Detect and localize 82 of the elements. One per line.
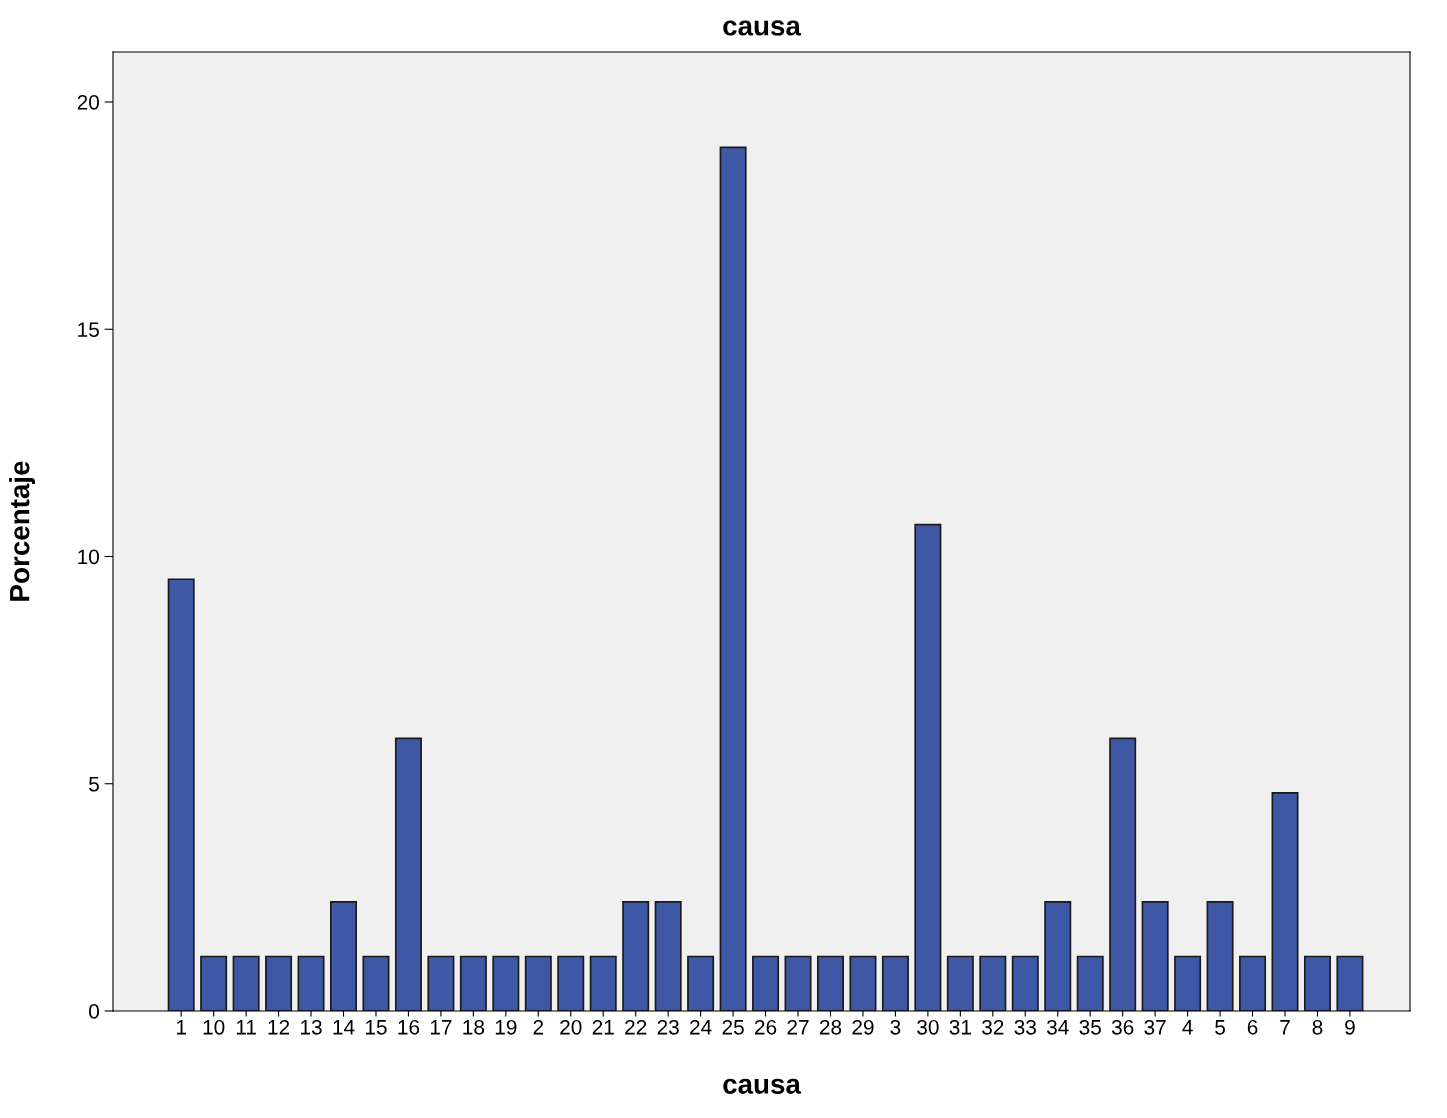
x-tick-label: 32 xyxy=(982,1019,1004,1035)
x-tick-label: 31 xyxy=(949,1019,971,1035)
x-tick-label: 2 xyxy=(533,1019,544,1035)
x-tick-label: 5 xyxy=(1215,1020,1225,1035)
bar xyxy=(492,955,520,1011)
x-tick-label: 3 xyxy=(890,1019,901,1035)
x-tick-label: 10 xyxy=(203,1019,225,1035)
bar xyxy=(330,901,358,1011)
x-tick-label: 35 xyxy=(1079,1019,1101,1035)
bar xyxy=(200,955,228,1011)
chart-title: causa xyxy=(723,20,802,36)
x-tick-label: 14 xyxy=(333,1020,355,1035)
bar xyxy=(622,901,650,1011)
x-axis-title: causa xyxy=(723,1078,802,1094)
bar xyxy=(297,955,325,1011)
bar xyxy=(524,955,552,1011)
x-tick-label: 21 xyxy=(592,1019,614,1035)
bar xyxy=(654,901,682,1011)
bar xyxy=(1141,901,1169,1011)
x-tick-label: 15 xyxy=(365,1020,387,1035)
x-tick-label: 4 xyxy=(1182,1020,1193,1035)
x-tick-label: 25 xyxy=(722,1019,744,1035)
y-tick-label: 20 xyxy=(77,95,99,110)
y-axis-title: Porcentaje xyxy=(9,461,35,601)
x-tick-label: 16 xyxy=(398,1019,420,1035)
bar xyxy=(459,955,487,1011)
bar xyxy=(784,955,812,1011)
bar xyxy=(914,523,942,1011)
x-tick-label: 36 xyxy=(1111,1019,1134,1035)
y-tick-label: 5 xyxy=(89,776,99,792)
bar xyxy=(394,737,422,1011)
x-tick-label: 23 xyxy=(657,1019,679,1035)
bar xyxy=(362,955,390,1011)
bar xyxy=(1206,901,1234,1011)
bar xyxy=(1076,955,1104,1011)
x-tick-label: 33 xyxy=(1014,1019,1036,1035)
x-tick-label: 19 xyxy=(495,1019,517,1035)
bar xyxy=(589,955,617,1011)
x-tick-label: 12 xyxy=(268,1019,290,1035)
x-tick-label: 9 xyxy=(1345,1019,1355,1035)
x-tick-label: 34 xyxy=(1046,1019,1069,1035)
bar xyxy=(687,955,715,1011)
bar xyxy=(265,955,293,1011)
bar xyxy=(816,955,844,1011)
x-tick-label: 26 xyxy=(755,1019,777,1035)
bar xyxy=(1109,737,1137,1011)
bar xyxy=(1174,955,1202,1011)
x-tick-label: 28 xyxy=(819,1019,842,1035)
x-tick-label: 11 xyxy=(236,1020,256,1035)
bar xyxy=(557,955,585,1011)
bar xyxy=(1011,955,1039,1011)
bar xyxy=(1044,901,1072,1011)
y-tick-label: 10 xyxy=(78,549,99,565)
x-tick-label: 20 xyxy=(560,1019,582,1035)
bar xyxy=(1336,955,1364,1011)
x-tick-label: 37 xyxy=(1144,1019,1166,1035)
x-tick-label: 7 xyxy=(1280,1020,1290,1035)
x-tick-label: 30 xyxy=(917,1019,939,1035)
bar xyxy=(946,955,974,1011)
bar xyxy=(849,955,877,1011)
bar xyxy=(881,955,909,1011)
x-tick-label: 29 xyxy=(852,1019,874,1035)
x-tick-label: 8 xyxy=(1312,1019,1323,1035)
x-tick-label: 6 xyxy=(1247,1019,1258,1035)
x-tick-label: 17 xyxy=(430,1020,452,1035)
bar xyxy=(167,578,195,1011)
bar xyxy=(1239,955,1267,1011)
x-tick-label: 24 xyxy=(690,1019,712,1035)
bar xyxy=(979,955,1007,1011)
bar xyxy=(719,146,747,1011)
x-tick-label: 18 xyxy=(463,1019,485,1035)
y-tick-label: 0 xyxy=(89,1004,99,1019)
x-tick-label: 22 xyxy=(625,1019,647,1035)
bar xyxy=(232,955,260,1011)
bar xyxy=(1303,955,1331,1011)
bar xyxy=(427,955,455,1011)
bar xyxy=(752,955,780,1011)
x-tick-label: 27 xyxy=(787,1019,809,1035)
x-tick-label: 1 xyxy=(176,1020,186,1035)
x-tick-label: 13 xyxy=(301,1019,322,1035)
bar xyxy=(1271,792,1299,1011)
y-tick-label: 15 xyxy=(78,322,99,337)
